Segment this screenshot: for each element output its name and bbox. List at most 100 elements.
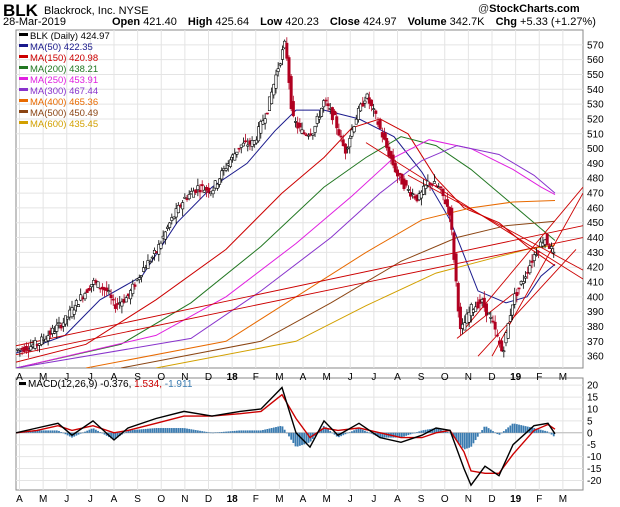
- candle-body: [534, 254, 538, 256]
- price-y-tick-label: 390: [587, 307, 604, 318]
- macd-histogram-bar: [394, 432, 397, 438]
- candle-body: [263, 118, 267, 124]
- price-y-tick-label: 400: [587, 292, 604, 303]
- macd-histogram-bar: [333, 432, 336, 435]
- candle-body: [224, 168, 228, 171]
- macd-y-tick-label: 15: [587, 393, 599, 404]
- macd-histogram-bar: [196, 430, 199, 433]
- macd-histogram-bar: [511, 423, 514, 433]
- price-y-tick-label: 360: [587, 352, 604, 363]
- price-x-tick-label: O: [157, 372, 165, 383]
- price-x-tick-label: M: [275, 372, 283, 383]
- candle-body: [120, 301, 124, 307]
- macd-histogram-bar: [403, 432, 405, 437]
- candle-body: [515, 292, 519, 297]
- macd-histogram-bar: [66, 432, 69, 436]
- candle-body: [352, 126, 356, 133]
- price-y-tick-label: 540: [587, 85, 604, 96]
- legend-label: BLK (Daily) 424.97: [30, 31, 110, 42]
- candle-body: [502, 350, 506, 353]
- macd-histogram-bar: [322, 425, 325, 433]
- macd-histogram-bar: [179, 428, 182, 433]
- macd-histogram-bar: [281, 426, 284, 433]
- macd-histogram-bar: [489, 429, 492, 433]
- candle-body: [441, 188, 445, 197]
- macd-histogram-bar: [84, 431, 86, 433]
- legend-swatch: [19, 44, 28, 47]
- macd-histogram-bar: [88, 429, 91, 433]
- candle-body: [315, 115, 319, 124]
- price-y-tick-label: 490: [587, 159, 604, 170]
- macd-histogram-bar: [127, 430, 130, 433]
- macd-histogram-bar: [218, 432, 221, 433]
- macd-histogram-bar: [407, 432, 410, 436]
- macd-histogram-bar: [168, 428, 171, 433]
- macd-histogram-bar: [216, 432, 219, 433]
- macd-histogram-bar: [383, 432, 386, 438]
- brand-watermark[interactable]: @StockCharts.com: [478, 3, 580, 15]
- moving-average-line: [85, 200, 556, 368]
- candle-body: [218, 178, 222, 185]
- candle-body: [113, 304, 117, 309]
- macd-x-tick-label: D: [488, 494, 495, 505]
- macd-histogram-bar: [283, 429, 286, 433]
- ticker-symbol: BLK: [3, 1, 38, 20]
- price-x-tick-label: N: [181, 372, 188, 383]
- macd-histogram-bar: [255, 430, 258, 433]
- macd-x-tick-label: M: [322, 494, 330, 505]
- macd-histogram-bar: [47, 430, 50, 433]
- candle-body: [257, 126, 261, 142]
- macd-histogram-bar: [188, 428, 191, 433]
- candle-body: [276, 68, 280, 72]
- macd-histogram-bar: [396, 432, 399, 438]
- candle-body: [244, 140, 248, 143]
- candle-body: [176, 205, 180, 214]
- trendline: [477, 249, 577, 357]
- macd-histogram-bar: [110, 432, 112, 439]
- macd-histogram-bar: [92, 428, 95, 433]
- price-y-tick-label: 570: [587, 40, 604, 51]
- macd-histogram-bar: [526, 426, 529, 433]
- price-x-tick-label: J: [348, 372, 353, 383]
- macd-histogram-bar: [155, 428, 158, 433]
- macd-histogram-bar: [524, 426, 527, 433]
- macd-histogram-bar: [496, 432, 499, 435]
- price-y-tick-label: 550: [587, 70, 604, 81]
- candle-body: [378, 119, 382, 129]
- candle-body: [356, 108, 360, 120]
- quote-summary: Open 421.40 High 425.64 Low 420.23 Close…: [112, 16, 596, 28]
- macd-histogram-bar: [409, 432, 412, 435]
- macd-histogram-bar: [520, 425, 523, 433]
- candle-body: [474, 306, 478, 312]
- candle-body: [287, 57, 291, 83]
- candle-body: [337, 129, 341, 136]
- candle-body: [192, 190, 196, 198]
- macd-histogram-bar: [112, 432, 115, 440]
- macd-histogram-bar: [266, 428, 269, 433]
- candle-body: [133, 284, 137, 287]
- macd-histogram-bar: [340, 432, 342, 437]
- macd-y-tick-label: 10: [587, 404, 599, 415]
- candle-body: [456, 283, 460, 312]
- macd-plot-area: [16, 386, 556, 487]
- candle-body: [372, 108, 376, 110]
- macd-histogram-bar: [459, 432, 462, 446]
- candle-body: [445, 199, 449, 207]
- candle-body: [339, 135, 343, 138]
- macd-histogram-bar: [455, 432, 457, 441]
- candle-body: [46, 335, 50, 342]
- candle-body: [320, 107, 324, 117]
- macd-histogram-bar: [531, 427, 533, 433]
- macd-x-tick-label: J: [88, 494, 93, 505]
- macd-histogram-bar: [220, 431, 223, 433]
- macd-histogram-bar: [177, 428, 180, 433]
- candle-body: [77, 304, 81, 307]
- macd-histogram-bar: [357, 428, 360, 433]
- macd-histogram-bar: [485, 426, 488, 433]
- price-x-tick-label: 18: [227, 372, 239, 383]
- candle-body: [439, 186, 443, 189]
- macd-histogram-bar: [437, 428, 440, 433]
- macd-histogram-bar: [468, 432, 471, 448]
- candle-body: [107, 290, 111, 293]
- candle-body: [18, 348, 22, 351]
